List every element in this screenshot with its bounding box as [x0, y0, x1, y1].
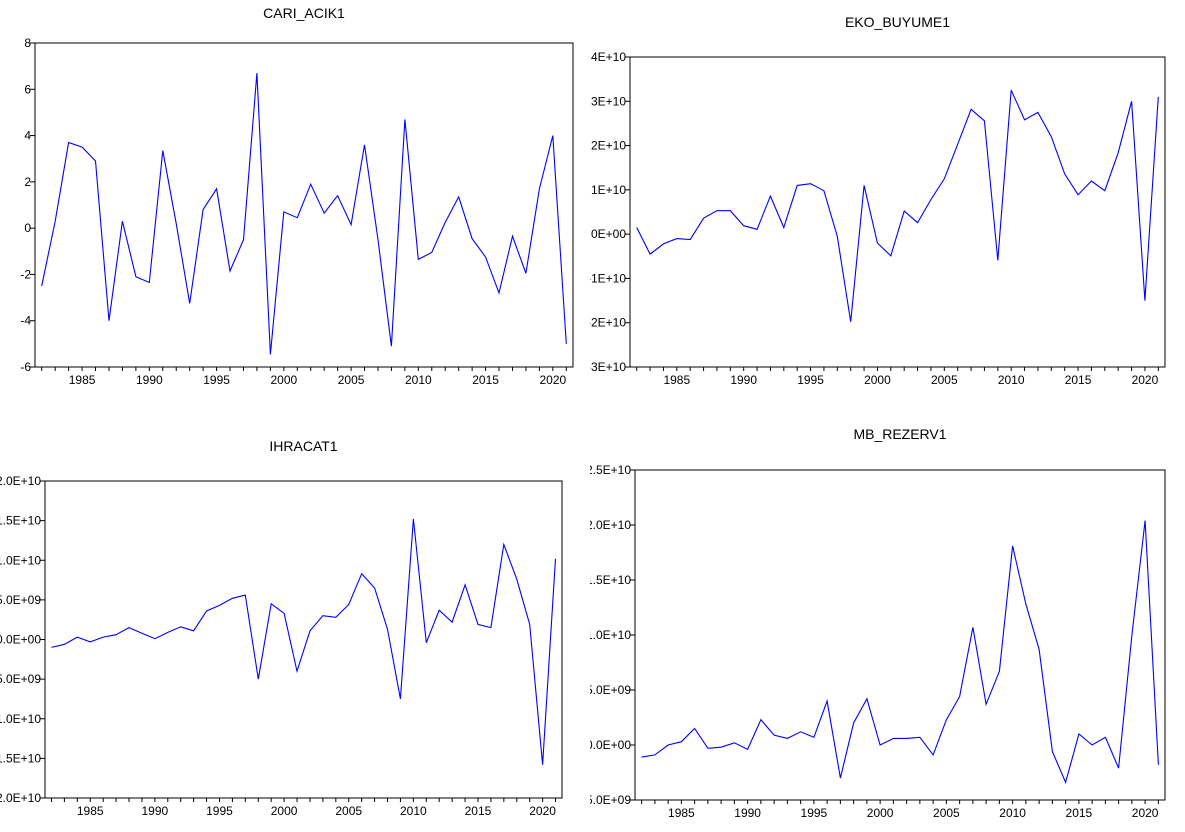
y-tick-label: 1E+10	[591, 183, 626, 197]
series-line	[636, 89, 1159, 322]
x-tick-label: 1990	[730, 373, 757, 387]
series-line	[51, 518, 557, 765]
chart-mb-rezerv1: MB_REZERV1 -5.0E+09 0.0E+00 5.0E+09 1.0E+10 1…	[590, 426, 1166, 820]
series-line	[641, 520, 1159, 785]
x-tick-label: 2010	[405, 373, 432, 387]
x-tick-label: 1990	[136, 373, 163, 387]
y-tick-label: 2	[24, 175, 31, 189]
y-tick-label: 2E+10	[591, 139, 626, 153]
y-tick-label: 5.0E+09	[0, 593, 41, 607]
x-tick-label: 2020	[539, 373, 566, 387]
x-tick-label: 1985	[77, 804, 104, 818]
y-tick-label: 1.0E+10	[590, 628, 631, 642]
series-line	[41, 73, 567, 355]
x-tick-label: 2010	[998, 373, 1025, 387]
x-tick-label: 2020	[1132, 373, 1159, 387]
y-tick-label: 2.5E+10	[590, 463, 631, 477]
x-tick-label: 2015	[1066, 806, 1093, 820]
chart-ihracat1: IHRACAT1 -2.0E+10 -1.5E+10 -1.0E+10 -5.0E+09…	[0, 438, 563, 818]
y-tick-label: 6	[24, 82, 31, 96]
x-tick-label: 2000	[867, 806, 894, 820]
chart-title: EKO_BUYUME1	[845, 14, 950, 30]
y-tick-label: -4	[20, 314, 31, 328]
y-tick-label: -1.0E+10	[0, 712, 41, 726]
x-tick-label: 1995	[206, 804, 233, 818]
y-tick-label: -6	[20, 360, 31, 374]
chart-eko-buyume1: EKO_BUYUME1 -3E+10 -2E+10 -1E+10 0E+00 1E+10 2…	[590, 14, 1166, 387]
x-tick-label: 2005	[931, 373, 958, 387]
x-tick-label: 1985	[668, 806, 695, 820]
x-tick-label: 1995	[801, 806, 828, 820]
y-tick-label: 4	[24, 129, 31, 143]
x-tick-label: 1990	[734, 806, 761, 820]
y-tick-label: 3E+10	[591, 94, 626, 108]
y-tick-label: 0.0E+00	[0, 633, 41, 647]
y-tick-label: -2.0E+10	[0, 791, 41, 805]
y-tick-label: 2.0E+10	[590, 518, 631, 532]
x-tick-label: 2020	[1132, 806, 1159, 820]
x-tick-label: 1995	[203, 373, 230, 387]
y-tick-label: -5.0E+09	[0, 672, 41, 686]
y-tick-label: -1.5E+10	[0, 751, 41, 765]
y-tick-label: 1.0E+10	[0, 553, 41, 567]
plot-frame	[34, 42, 574, 368]
x-tick-label: 2020	[529, 804, 556, 818]
y-tick-label: 0	[24, 221, 31, 235]
x-tick-label: 2015	[472, 373, 499, 387]
x-tick-label: 2005	[338, 373, 365, 387]
y-tick-label: 4E+10	[591, 50, 626, 64]
x-tick-label: 2000	[271, 804, 298, 818]
y-tick-label: 2.0E+10	[0, 474, 41, 488]
chart-cari-acik1: CARI_ACIK1 -6 -4 -2 0 2 4 6 8 1985 1990 1995 2000 200…	[20, 5, 574, 387]
x-tick-label: 2010	[400, 804, 427, 818]
x-tick-label: 2015	[465, 804, 492, 818]
x-tick-label: 2015	[1065, 373, 1092, 387]
x-tick-label: 2005	[933, 806, 960, 820]
y-tick-label: 1.5E+10	[590, 573, 631, 587]
plot-frame	[634, 469, 1166, 801]
y-tick-label: 0E+00	[591, 227, 626, 241]
y-tick-label: -2E+10	[590, 316, 626, 330]
x-tick-label: 1995	[797, 373, 824, 387]
x-tick-label: 2005	[335, 804, 362, 818]
chart-title: MB_REZERV1	[853, 426, 946, 442]
x-tick-label: 2010	[999, 806, 1026, 820]
plot-frame	[44, 480, 563, 799]
x-tick-label: 1985	[663, 373, 690, 387]
x-tick-label: 2000	[270, 373, 297, 387]
chart-title: IHRACAT1	[269, 438, 337, 454]
y-tick-label: -3E+10	[590, 360, 626, 374]
y-tick-label: 0.0E+00	[590, 738, 631, 752]
x-tick-label: 1985	[69, 373, 96, 387]
y-tick-label: 8	[24, 36, 31, 50]
plot-frame	[629, 56, 1166, 368]
x-tick-label: 2000	[864, 373, 891, 387]
y-tick-label: -2	[20, 267, 31, 281]
y-tick-label: -1E+10	[590, 271, 626, 285]
chart-title: CARI_ACIK1	[263, 5, 345, 21]
y-tick-label: 1.5E+10	[0, 514, 41, 528]
y-tick-label: 5.0E+09	[590, 683, 631, 697]
y-tick-label: -5.0E+09	[590, 793, 631, 807]
x-tick-label: 1990	[142, 804, 169, 818]
